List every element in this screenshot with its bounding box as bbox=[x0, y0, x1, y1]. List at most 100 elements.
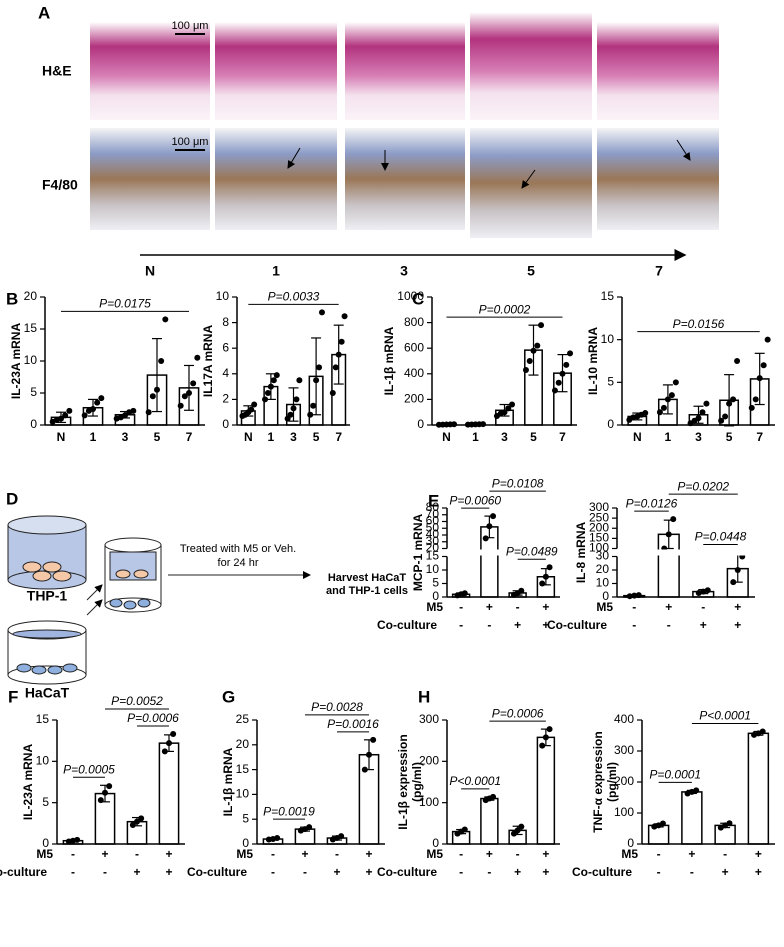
data-point bbox=[170, 731, 177, 738]
y-tick-label: 80 bbox=[426, 500, 440, 514]
condition-value: + bbox=[365, 847, 372, 861]
cell bbox=[32, 570, 52, 582]
x-tick-label: N bbox=[57, 430, 66, 444]
scale-label: 100 μm bbox=[172, 20, 209, 32]
bar bbox=[747, 732, 770, 845]
y-tick-label: 1000 bbox=[397, 289, 424, 303]
y-tick-label: 15 bbox=[601, 289, 615, 303]
y-tick-label: 2 bbox=[222, 392, 229, 406]
well-top bbox=[7, 515, 87, 535]
arrow bbox=[521, 169, 536, 189]
y-tick-label: 25 bbox=[236, 712, 250, 726]
condition-value: - bbox=[487, 618, 491, 632]
cell bbox=[123, 600, 137, 610]
data-point bbox=[94, 399, 101, 406]
condition-value: + bbox=[165, 865, 172, 879]
y-tick-label: 30 bbox=[426, 534, 440, 548]
condition-value: - bbox=[516, 847, 520, 861]
timeline-label: 1 bbox=[272, 263, 280, 279]
p-value: P=0.0202 bbox=[677, 479, 729, 493]
he-image bbox=[470, 12, 592, 120]
cell-label: THP-1 bbox=[27, 588, 68, 604]
y-tick-label: 20 bbox=[24, 289, 38, 303]
y-tick-label: 600 bbox=[404, 340, 424, 354]
data-point bbox=[764, 336, 771, 343]
condition-value: + bbox=[688, 847, 695, 861]
y-tick-label: 300 bbox=[614, 743, 634, 757]
y-tick-label: 800 bbox=[404, 315, 424, 329]
timeline-label: 3 bbox=[400, 263, 408, 279]
data-point bbox=[642, 410, 649, 417]
treatment-label: Treated with M5 or Veh. bbox=[180, 543, 296, 555]
y-axis-label: (pg/ml) bbox=[410, 762, 424, 802]
y-axis-label: IL-1β mRNA bbox=[382, 326, 396, 395]
condition-value: + bbox=[734, 600, 741, 614]
y-tick-label: 0 bbox=[602, 589, 609, 603]
data-point bbox=[149, 393, 156, 400]
f480-image bbox=[215, 128, 337, 230]
condition-name: Co-culture bbox=[377, 865, 437, 879]
y-tick-label: 15 bbox=[24, 321, 38, 335]
condition-value: - bbox=[667, 618, 671, 632]
cell bbox=[22, 561, 42, 573]
data-point bbox=[668, 392, 675, 399]
bar bbox=[536, 736, 556, 845]
result-label: and THP-1 cells bbox=[326, 585, 408, 597]
data-point bbox=[451, 421, 458, 428]
x-tick-label: 3 bbox=[122, 430, 129, 444]
y-tick-label: 0 bbox=[607, 417, 614, 431]
data-point bbox=[318, 309, 325, 316]
condition-value: + bbox=[165, 847, 172, 861]
y-tick-label: 4 bbox=[222, 366, 229, 380]
data-point bbox=[194, 354, 201, 361]
timeline-label: 5 bbox=[527, 263, 535, 279]
condition-name: Co-culture bbox=[572, 865, 632, 879]
data-point bbox=[138, 815, 145, 822]
data-point bbox=[555, 379, 562, 386]
condition-value: + bbox=[755, 865, 762, 879]
y-tick-label: 40 bbox=[426, 527, 440, 541]
data-point bbox=[730, 396, 737, 403]
data-point bbox=[656, 409, 663, 416]
y-tick-label: 0 bbox=[627, 836, 634, 850]
p-value: P=0.0126 bbox=[626, 496, 678, 510]
x-tick-label: N bbox=[244, 430, 253, 444]
data-point bbox=[145, 409, 152, 416]
y-tick-label: 20 bbox=[426, 541, 440, 555]
p-value: P=0.0002 bbox=[479, 302, 531, 316]
diagram bbox=[7, 515, 311, 685]
panel-label: E bbox=[428, 491, 439, 510]
y-tick-label: 50 bbox=[426, 520, 440, 534]
data-point bbox=[567, 350, 574, 357]
condition-name: M5 bbox=[36, 847, 53, 861]
data-point bbox=[264, 390, 271, 396]
condition-value: + bbox=[514, 865, 521, 879]
medium bbox=[12, 629, 82, 639]
y-tick-label: 0 bbox=[417, 417, 424, 431]
arrow bbox=[287, 147, 301, 169]
data-point bbox=[522, 366, 529, 373]
y-tick-label: 150 bbox=[589, 531, 609, 545]
condition-value: + bbox=[722, 865, 729, 879]
p-value: P=0.0001 bbox=[649, 768, 701, 782]
data-point bbox=[98, 395, 105, 402]
condition-name: Co-culture bbox=[377, 618, 437, 632]
he-image bbox=[345, 22, 465, 120]
cell bbox=[31, 665, 47, 675]
y-axis-label: TNF-α expression bbox=[591, 731, 605, 832]
data-point bbox=[270, 377, 277, 384]
y-tick-label: 100 bbox=[614, 805, 634, 819]
data-point bbox=[307, 411, 314, 418]
y-tick-label: 0 bbox=[222, 417, 229, 431]
he-image bbox=[90, 22, 210, 120]
data-point bbox=[551, 387, 558, 394]
condition-value: - bbox=[487, 865, 491, 879]
data-point bbox=[66, 407, 73, 414]
x-tick-label: 5 bbox=[726, 430, 733, 444]
f480-image bbox=[597, 128, 719, 230]
timeline-label: N bbox=[145, 263, 155, 279]
y-tick-label: 400 bbox=[614, 712, 634, 726]
x-tick-label: 5 bbox=[530, 430, 537, 444]
condition-value: - bbox=[632, 600, 636, 614]
